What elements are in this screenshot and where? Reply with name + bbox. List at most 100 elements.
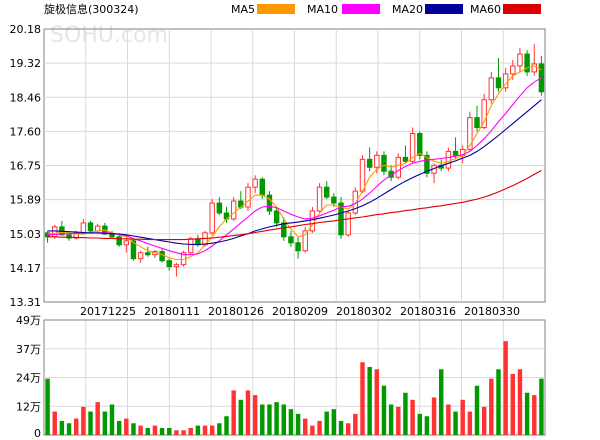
volume-bar [238,399,244,435]
volume-bar [116,420,122,435]
volume-bar [381,385,387,435]
price-y-tick-label: 17.60 [10,125,42,138]
volume-bar [188,427,193,435]
volume-bar [288,409,294,435]
volume-bar [138,425,143,435]
candlestick [495,58,502,92]
candlestick [431,163,437,184]
candlestick [123,238,130,253]
candle-body [230,200,237,220]
candle-body [524,53,530,73]
ma-line-ma10 [47,77,542,256]
candlestick [152,249,158,258]
price-y-tick-label: 14.17 [10,262,42,275]
candle-body [216,202,223,214]
candle-body [209,202,215,234]
legend-ma10-swatch [342,4,380,14]
volume-bar [424,416,430,435]
volume-y-tick-label: 24万 [16,372,41,385]
candlestick [266,191,273,215]
candlestick [166,258,172,271]
price-y-tick-label: 13.31 [10,296,42,309]
candle-body [474,117,480,129]
volume-bar [310,425,315,435]
candlestick [273,207,280,227]
volume-y-tick-label: 37万 [16,343,41,356]
volume-bar [353,413,358,435]
volume-bar [152,425,158,435]
volume-bar [360,362,365,435]
candle-body [252,178,258,188]
candlestick [445,147,452,172]
volume-bar [524,392,530,435]
legend-ma5-swatch [257,4,295,14]
candlestick [281,216,287,241]
candle-body [495,77,502,89]
candle-body [137,252,144,260]
candlestick [531,44,537,76]
candle-body [52,226,58,238]
volume-bar [145,427,150,435]
volume-bar [539,378,544,435]
candle-body [302,230,308,252]
candlestick [366,147,373,172]
candlestick [316,183,323,213]
volume-bar [481,406,487,435]
volume-bar [410,399,415,435]
candle-body [531,63,537,73]
volume-bar [260,404,265,435]
candlestick [481,93,487,130]
price-y-tick-label: 16.75 [10,160,42,173]
volume-bar [467,411,473,435]
volume-bar [281,404,286,435]
candle-body [259,178,266,196]
candle-body [173,264,180,268]
volume-y-tick-label: 12万 [16,400,41,413]
candle-body [266,194,273,212]
candle-body [510,65,516,75]
volume-bar [460,399,465,435]
volume-bar [195,425,201,435]
candle-body [145,252,151,256]
candlestick [395,153,401,180]
candle-body [488,77,495,101]
volume-bar [503,341,508,435]
candlestick [288,230,294,247]
volume-bar [73,418,79,435]
volume-bar [66,423,72,435]
candle-body [188,238,194,254]
volume-bar [446,404,451,435]
volume-bar [303,418,308,435]
candle-body [166,260,172,268]
candle-body [116,236,122,246]
legend-ma60-swatch [503,4,541,14]
candle-body [288,236,294,244]
candle-body [452,150,459,156]
candlestick [173,262,180,277]
candle-body [316,186,323,212]
volume-bar [52,411,57,435]
candlestick [302,226,308,253]
volume-bar [174,430,179,435]
volume-y-tick-label: 49万 [16,314,41,327]
candle-body [467,117,473,150]
candle-body [366,158,373,168]
candlestick [216,197,223,215]
legend-ma20-swatch [425,4,463,14]
chart-title: 旋极信息(300324) [44,2,139,16]
candle-body [331,196,337,204]
volume-bar [59,420,65,435]
candle-body [445,150,452,169]
price-x-tick-label: 20180111 [144,305,200,318]
volume-bar [396,406,401,435]
volume-bar [517,369,523,435]
volume-bar [209,425,215,435]
candle-body [481,99,487,129]
candlestick [488,71,495,104]
volume-bar [453,411,458,435]
volume-bar [245,390,251,435]
volume-bar [167,427,172,435]
candlestick [474,105,480,132]
candle-body [273,210,280,224]
